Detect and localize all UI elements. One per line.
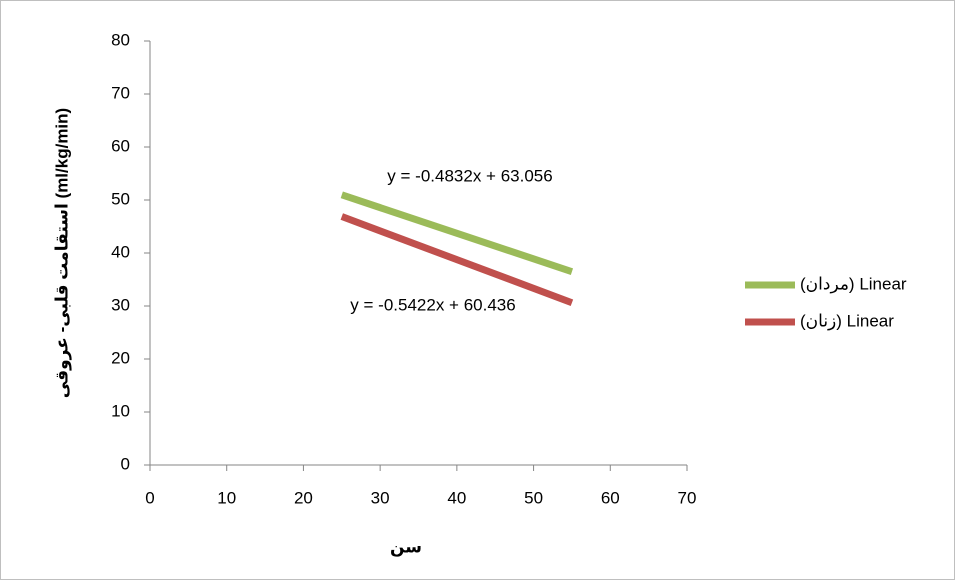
x-axis-title: سن	[390, 537, 422, 557]
x-tick-label: 10	[217, 488, 236, 507]
x-tick-label: 50	[524, 488, 543, 507]
y-tick-label: 40	[111, 242, 130, 261]
y-tick-label: 0	[121, 454, 130, 473]
legend-label: Linear (زنان)	[800, 311, 894, 330]
x-tick-label: 0	[145, 488, 154, 507]
x-tick-label: 30	[371, 488, 390, 507]
y-tick-label: 50	[111, 189, 130, 208]
y-tick-label: 70	[111, 83, 130, 102]
legend-label: Linear (مردان)	[800, 274, 907, 293]
trend-equation: y = -0.5422x + 60.436	[350, 295, 515, 314]
y-tick-label: 10	[111, 401, 130, 420]
trend-equation: y = -0.4832x + 63.056	[387, 166, 552, 185]
y-tick-label: 80	[111, 30, 130, 49]
y-tick-label: 30	[111, 295, 130, 314]
y-tick-label: 20	[111, 348, 130, 367]
chart: سن استقامت قلبی- عروقی (ml/kg/min) y = -…	[0, 0, 955, 580]
y-axis-title: استقامت قلبی- عروقی (ml/kg/min)	[52, 108, 72, 398]
x-tick-label: 70	[678, 488, 697, 507]
x-tick-label: 20	[294, 488, 313, 507]
x-tick-label: 60	[601, 488, 620, 507]
x-tick-label: 40	[447, 488, 466, 507]
y-tick-label: 60	[111, 136, 130, 155]
